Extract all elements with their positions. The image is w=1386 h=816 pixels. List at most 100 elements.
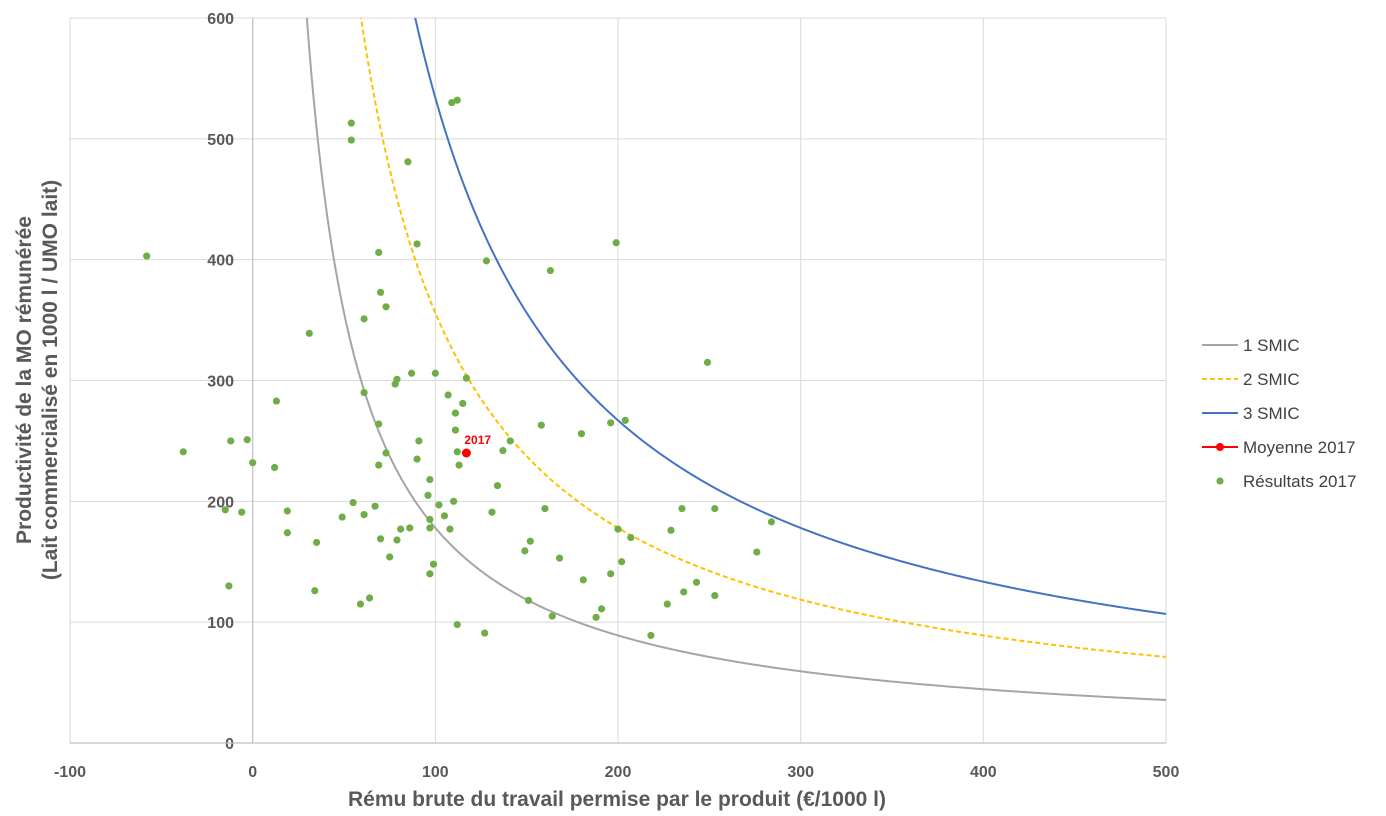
legend: 1 SMIC 2 SMIC 3 SMIC Moyenne 2017 Résultats … [1202, 336, 1356, 491]
scatter-point [375, 248, 383, 257]
scatter-point [450, 497, 458, 505]
scatter-point [526, 537, 534, 545]
legend-label-3-smic: 3 SMIC [1243, 404, 1300, 423]
scatter-point [541, 504, 549, 513]
curve-line-3-smic [414, 18, 1166, 615]
scatter-point [283, 507, 291, 515]
scatter-point [375, 420, 383, 428]
scatter-point [406, 524, 414, 532]
x-tick-label: -100 [54, 764, 86, 781]
legend-label-1-smic: 1 SMIC [1243, 336, 1300, 355]
x-tick-label: 300 [787, 764, 814, 781]
scatter-point [311, 587, 319, 595]
scatter-point [179, 448, 187, 456]
x-tick-label: 100 [422, 764, 449, 781]
grid-layer [69, 17, 1167, 743]
scatter-point [238, 508, 246, 516]
y-tick-label: 300 [207, 374, 234, 391]
scatter-point [407, 369, 416, 377]
scatter-point [376, 288, 385, 296]
scatter-point [703, 358, 712, 366]
scatter-point [426, 515, 434, 524]
legend-label-2-smic: 2 SMIC [1243, 370, 1300, 389]
scatter-point [767, 518, 776, 526]
scatter-point [663, 600, 671, 608]
scatter-point [678, 504, 686, 513]
scatter-point [680, 588, 688, 596]
scatter-point [426, 475, 434, 484]
x-tick-label: 200 [605, 764, 632, 781]
scatter-point [524, 596, 533, 605]
x-axis-title: Rému brute du travail permise par le pro… [348, 788, 886, 811]
scatter-point [227, 437, 235, 445]
scatter-point [546, 266, 555, 275]
scatter-point [249, 459, 257, 467]
scatter-point [711, 591, 719, 600]
y-tick-label: 200 [207, 494, 234, 511]
scatter-point [614, 525, 622, 533]
axis-layer: -100 0 100 200 300 400 500 0 100 200 300 400 500 600 [54, 11, 1179, 781]
legend-swatch-results [1216, 477, 1224, 485]
scatter-point [451, 426, 460, 434]
scatter-point [225, 582, 233, 590]
scatter-point [393, 536, 401, 544]
label-layer: Rému brute du travail permise par le pro… [13, 180, 886, 811]
scatter-point [537, 421, 545, 429]
scatter-point [597, 605, 606, 613]
legend-label-results: Résultats 2017 [1243, 472, 1356, 491]
scatter-point [313, 538, 321, 547]
y-axis-title-line1: Productivité de la MO rémunérée [13, 216, 36, 544]
scatter-point [446, 525, 454, 533]
curve-line-2-smic [360, 18, 1166, 658]
scatter-point [521, 547, 529, 555]
mean-point-label: 2017 [464, 433, 491, 447]
scatter-point [435, 501, 443, 509]
legend-label-mean: Moyenne 2017 [1243, 438, 1355, 457]
scatter-point [555, 554, 564, 562]
scatter-point [283, 529, 291, 537]
scatter-point [360, 511, 368, 519]
scatter-point [221, 506, 229, 514]
scatter-point [143, 252, 151, 260]
scatter-point [577, 430, 586, 438]
scatter-point [356, 600, 365, 608]
scatter-point [415, 437, 423, 445]
scatter-point [393, 375, 401, 383]
scatter-point [360, 315, 368, 323]
scatter-point [592, 613, 600, 621]
scatter-point [451, 409, 460, 417]
scatter-point [426, 524, 434, 532]
scatter-point [506, 437, 514, 445]
scatter-point [481, 629, 489, 637]
scatter-point [375, 461, 383, 469]
scatter-point [621, 416, 629, 424]
scatter-point [453, 96, 461, 104]
scatter-point [440, 512, 449, 520]
scatter-point [272, 397, 281, 405]
point-layer [143, 96, 776, 640]
scatter-point [607, 419, 615, 427]
scatter-point [607, 570, 615, 578]
scatter-point [488, 508, 496, 516]
scatter-point [382, 303, 390, 311]
y-tick-label: 400 [207, 253, 234, 270]
scatter-point [426, 570, 434, 578]
mean-layer: 2017 [461, 433, 491, 458]
scatter-point [453, 448, 461, 456]
scatter-point [753, 548, 761, 556]
scatter-point [548, 612, 556, 620]
scatter-point [404, 158, 412, 166]
y-tick-label: 500 [207, 132, 234, 149]
scatter-point [647, 631, 655, 640]
scatter-point [338, 513, 346, 521]
scatter-point [453, 620, 461, 629]
scatter-point [360, 388, 368, 397]
scatter-point [365, 594, 374, 602]
scatter-point [462, 374, 470, 382]
scatter-point [627, 533, 635, 542]
scatter-point [711, 504, 719, 513]
scatter-point [305, 329, 313, 337]
scatter-point [448, 98, 456, 107]
